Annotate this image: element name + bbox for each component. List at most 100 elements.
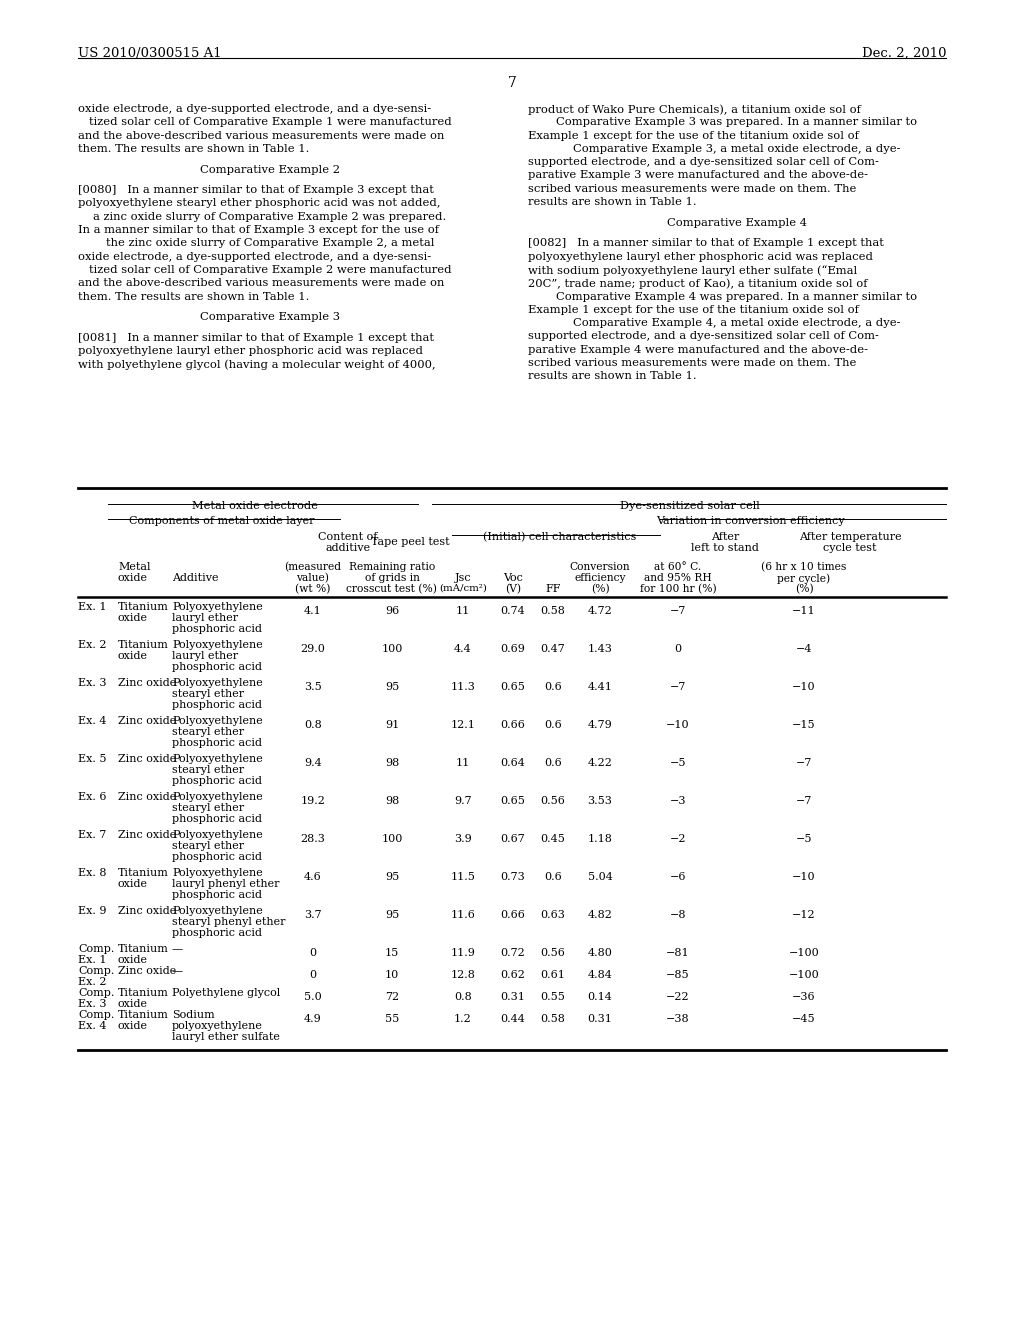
- Text: phosphoric acid: phosphoric acid: [172, 663, 262, 672]
- Text: Comparative Example 4: Comparative Example 4: [667, 218, 807, 228]
- Text: Polyoxyethylene: Polyoxyethylene: [172, 640, 263, 649]
- Text: Ex. 3: Ex. 3: [78, 999, 106, 1008]
- Text: 11.6: 11.6: [451, 909, 475, 920]
- Text: Ex. 5: Ex. 5: [78, 754, 106, 764]
- Text: −100: −100: [788, 948, 819, 958]
- Text: −7: −7: [796, 758, 812, 768]
- Text: −45: −45: [793, 1014, 816, 1024]
- Text: [0082]   In a manner similar to that of Example 1 except that: [0082] In a manner similar to that of Ex…: [528, 239, 884, 248]
- Text: oxide: oxide: [118, 999, 148, 1008]
- Text: Polyoxyethylene: Polyoxyethylene: [172, 869, 263, 878]
- Text: Dye-sensitized solar cell: Dye-sensitized solar cell: [621, 502, 760, 511]
- Text: and the above-described various measurements were made on: and the above-described various measurem…: [78, 279, 444, 288]
- Text: 0: 0: [309, 948, 316, 958]
- Text: 9.7: 9.7: [455, 796, 472, 807]
- Text: stearyl ether: stearyl ether: [172, 689, 244, 700]
- Text: a zinc oxide slurry of Comparative Example 2 was prepared.: a zinc oxide slurry of Comparative Examp…: [93, 211, 446, 222]
- Text: −10: −10: [793, 682, 816, 692]
- Text: Comp.: Comp.: [78, 944, 115, 954]
- Text: 1.18: 1.18: [588, 834, 612, 843]
- Text: 0.69: 0.69: [501, 644, 525, 653]
- Text: Zinc oxide: Zinc oxide: [118, 678, 176, 688]
- Text: 0.6: 0.6: [544, 719, 562, 730]
- Text: 11: 11: [456, 758, 470, 768]
- Text: 0.58: 0.58: [541, 606, 565, 616]
- Text: parative Example 4 were manufactured and the above-de-: parative Example 4 were manufactured and…: [528, 345, 868, 355]
- Text: Titanium: Titanium: [118, 602, 169, 612]
- Text: 0.45: 0.45: [541, 834, 565, 843]
- Text: Zinc oxide: Zinc oxide: [118, 754, 176, 764]
- Text: Conversion: Conversion: [569, 562, 631, 572]
- Text: 0.65: 0.65: [501, 682, 525, 692]
- Text: 0.8: 0.8: [304, 719, 322, 730]
- Text: 0.6: 0.6: [544, 682, 562, 692]
- Text: 10: 10: [385, 970, 399, 979]
- Text: −38: −38: [667, 1014, 690, 1024]
- Text: Ex. 1: Ex. 1: [78, 602, 106, 612]
- Text: Ex. 2: Ex. 2: [78, 977, 106, 987]
- Text: Components of metal oxide layer: Components of metal oxide layer: [129, 516, 314, 525]
- Text: Example 1 except for the use of the titanium oxide sol of: Example 1 except for the use of the tita…: [528, 131, 859, 141]
- Text: Zinc oxide: Zinc oxide: [118, 792, 176, 803]
- Text: additive: additive: [326, 543, 371, 553]
- Text: Voc: Voc: [503, 573, 523, 583]
- Text: 0.66: 0.66: [501, 909, 525, 920]
- Text: Polyoxyethylene: Polyoxyethylene: [172, 678, 263, 688]
- Text: scribed various measurements were made on them. The: scribed various measurements were made o…: [528, 358, 856, 368]
- Text: 0.63: 0.63: [541, 909, 565, 920]
- Text: 20C”, trade name; product of Kao), a titanium oxide sol of: 20C”, trade name; product of Kao), a tit…: [528, 279, 867, 289]
- Text: Zinc oxide: Zinc oxide: [118, 715, 176, 726]
- Text: 3.5: 3.5: [304, 682, 322, 692]
- Text: 100: 100: [381, 644, 402, 653]
- Text: −36: −36: [793, 993, 816, 1002]
- Text: −8: −8: [670, 909, 686, 920]
- Text: phosphoric acid: phosphoric acid: [172, 624, 262, 634]
- Text: Ex. 4: Ex. 4: [78, 1020, 106, 1031]
- Text: 98: 98: [385, 796, 399, 807]
- Text: supported electrode, and a dye-sensitized solar cell of Com-: supported electrode, and a dye-sensitize…: [528, 331, 879, 342]
- Text: Polyoxyethylene: Polyoxyethylene: [172, 830, 263, 840]
- Text: (measured: (measured: [285, 562, 342, 573]
- Text: −10: −10: [667, 719, 690, 730]
- Text: −81: −81: [667, 948, 690, 958]
- Text: polyoxyethylene stearyl ether phosphoric acid was not added,: polyoxyethylene stearyl ether phosphoric…: [78, 198, 440, 209]
- Text: 0.62: 0.62: [501, 970, 525, 979]
- Text: Ex. 9: Ex. 9: [78, 906, 106, 916]
- Text: 0.65: 0.65: [501, 796, 525, 807]
- Text: Additive: Additive: [172, 573, 218, 583]
- Text: 0.58: 0.58: [541, 1014, 565, 1024]
- Text: parative Example 3 were manufactured and the above-de-: parative Example 3 were manufactured and…: [528, 170, 868, 181]
- Text: 4.22: 4.22: [588, 758, 612, 768]
- Text: 0.31: 0.31: [501, 993, 525, 1002]
- Text: 3.53: 3.53: [588, 796, 612, 807]
- Text: (6 hr x 10 times: (6 hr x 10 times: [761, 562, 847, 573]
- Text: polyoxyethylene lauryl ether phosphoric acid was replaced: polyoxyethylene lauryl ether phosphoric …: [78, 346, 423, 356]
- Text: 4.72: 4.72: [588, 606, 612, 616]
- Text: 7: 7: [508, 77, 516, 90]
- Text: phosphoric acid: phosphoric acid: [172, 776, 262, 785]
- Text: Titanium: Titanium: [118, 944, 169, 954]
- Text: Polyoxyethylene: Polyoxyethylene: [172, 792, 263, 803]
- Text: −85: −85: [667, 970, 690, 979]
- Text: 0.56: 0.56: [541, 796, 565, 807]
- Text: oxide: oxide: [118, 573, 148, 583]
- Text: (%): (%): [795, 583, 813, 594]
- Text: oxide: oxide: [118, 651, 148, 661]
- Text: 95: 95: [385, 909, 399, 920]
- Text: 4.6: 4.6: [304, 873, 322, 882]
- Text: 9.4: 9.4: [304, 758, 322, 768]
- Text: 0.56: 0.56: [541, 948, 565, 958]
- Text: Jsc: Jsc: [455, 573, 471, 583]
- Text: −5: −5: [670, 758, 686, 768]
- Text: 11.5: 11.5: [451, 873, 475, 882]
- Text: and 95% RH: and 95% RH: [644, 573, 712, 583]
- Text: [0081]   In a manner similar to that of Example 1 except that: [0081] In a manner similar to that of Ex…: [78, 333, 434, 343]
- Text: supported electrode, and a dye-sensitized solar cell of Com-: supported electrode, and a dye-sensitize…: [528, 157, 879, 168]
- Text: −11: −11: [793, 606, 816, 616]
- Text: phosphoric acid: phosphoric acid: [172, 700, 262, 710]
- Text: 91: 91: [385, 719, 399, 730]
- Text: 0.74: 0.74: [501, 606, 525, 616]
- Text: FF: FF: [545, 583, 561, 594]
- Text: —: —: [172, 966, 183, 975]
- Text: Comparative Example 3, a metal oxide electrode, a dye-: Comparative Example 3, a metal oxide ele…: [573, 144, 901, 154]
